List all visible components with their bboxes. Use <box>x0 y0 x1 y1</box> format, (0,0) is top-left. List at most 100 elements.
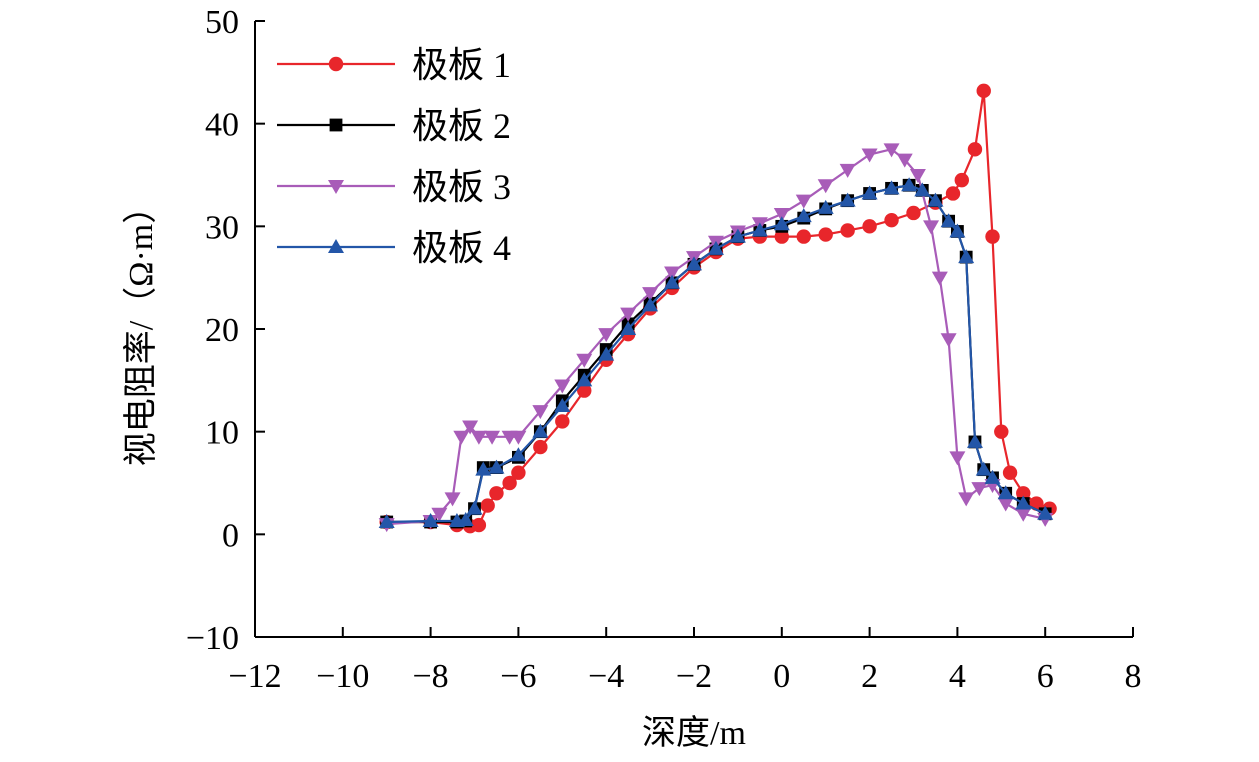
data-point <box>817 199 834 214</box>
series-4 <box>378 177 1054 529</box>
data-point <box>510 430 527 445</box>
data-point <box>598 328 615 343</box>
data-point <box>971 482 988 497</box>
legend-item-3: 极板 3 <box>277 167 511 207</box>
legend-item-4: 极板 4 <box>277 228 511 268</box>
x-tick-label: −4 <box>588 658 624 695</box>
data-point <box>954 172 969 188</box>
data-point <box>480 498 495 513</box>
data-point <box>1002 465 1018 480</box>
data-point <box>774 229 789 244</box>
series-layer <box>378 83 1057 534</box>
data-point <box>949 223 966 238</box>
x-tick-label: −6 <box>500 658 536 695</box>
data-point <box>984 469 1001 484</box>
data-point <box>1015 495 1032 510</box>
data-point <box>484 430 501 445</box>
data-point <box>532 405 549 420</box>
data-point <box>620 307 637 322</box>
data-point <box>686 256 702 271</box>
series-1 <box>379 83 1057 534</box>
legend-label: 极板 4 <box>412 228 511 268</box>
legend-item-1: 极板 1 <box>277 45 511 85</box>
data-point <box>707 240 724 255</box>
data-point <box>444 492 461 507</box>
data-point <box>576 372 593 387</box>
data-point <box>554 379 571 394</box>
data-point <box>471 517 487 533</box>
y-tick-label: 50 <box>205 4 239 41</box>
data-point <box>457 511 474 526</box>
x-tick-label: −2 <box>676 658 712 695</box>
data-point <box>462 420 479 435</box>
data-point <box>328 239 344 253</box>
data-point <box>1015 507 1032 522</box>
data-point <box>861 185 878 200</box>
data-point <box>923 220 940 235</box>
data-point <box>994 424 1009 439</box>
data-point <box>576 353 593 368</box>
data-point <box>940 213 957 228</box>
data-point <box>642 297 659 312</box>
data-point <box>914 182 931 197</box>
data-point <box>839 192 856 207</box>
x-tick-label: 6 <box>1037 658 1054 695</box>
data-point <box>1037 505 1054 520</box>
data-point <box>795 208 812 223</box>
data-point <box>909 169 926 183</box>
x-tick-label: −8 <box>413 658 449 695</box>
data-point <box>751 222 768 237</box>
data-point <box>985 229 1000 244</box>
data-point <box>488 459 505 474</box>
data-point <box>906 205 921 221</box>
data-point <box>620 321 637 335</box>
data-point <box>861 148 878 163</box>
data-point <box>511 465 526 480</box>
data-point <box>555 414 570 429</box>
y-tick-label: 40 <box>205 107 239 144</box>
legend-label: 极板 1 <box>412 45 511 85</box>
legend-item-2: 极板 2 <box>277 106 511 146</box>
data-point <box>997 497 1014 512</box>
data-point <box>470 430 487 445</box>
data-point <box>598 346 615 361</box>
legend: 极板 1 极板 2 极板 3 极板 4 <box>277 45 511 268</box>
data-point <box>976 83 991 99</box>
y-tick-label: 10 <box>205 415 239 452</box>
data-point <box>554 398 571 412</box>
data-point <box>931 271 948 286</box>
data-point <box>901 177 918 192</box>
data-point <box>862 219 877 234</box>
data-point <box>328 180 344 194</box>
data-point <box>431 507 448 522</box>
data-point <box>997 485 1014 500</box>
data-point <box>896 153 913 168</box>
data-point <box>817 179 834 194</box>
data-point <box>577 383 592 398</box>
data-point <box>958 249 975 264</box>
x-tick-label: −10 <box>316 658 369 695</box>
data-point <box>422 512 439 527</box>
data-point <box>940 333 957 348</box>
data-point <box>884 212 899 228</box>
data-point <box>773 216 790 231</box>
data-point <box>466 500 483 515</box>
data-point <box>642 287 659 302</box>
data-point <box>729 228 746 243</box>
data-point <box>475 461 492 476</box>
data-point <box>949 451 966 466</box>
x-tick-label: −12 <box>228 658 281 695</box>
data-point <box>378 514 395 529</box>
y-tick-label: 30 <box>205 209 239 246</box>
data-point <box>502 475 517 491</box>
series-line <box>386 90 1051 528</box>
data-point <box>1016 486 1031 501</box>
y-axis-label: 视电阻率/（Ω·m） <box>122 190 160 466</box>
data-point <box>328 56 344 72</box>
data-point <box>927 192 944 207</box>
data-point <box>664 274 681 289</box>
axes <box>254 21 1133 638</box>
data-point <box>967 142 983 157</box>
